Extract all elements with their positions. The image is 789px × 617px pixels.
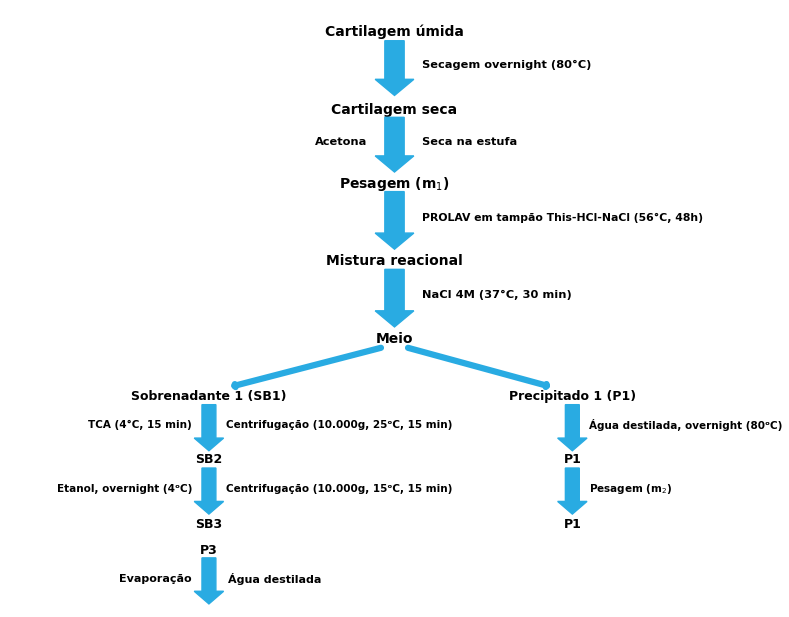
- Text: Evaporação: Evaporação: [119, 574, 192, 584]
- Text: Meio: Meio: [376, 332, 413, 346]
- Text: Seca na estufa: Seca na estufa: [421, 137, 517, 147]
- Text: PROLAV em tampão This-HCl-NaCl (56°C, 48h): PROLAV em tampão This-HCl-NaCl (56°C, 48…: [421, 212, 702, 223]
- Text: TCA (4°C, 15 min): TCA (4°C, 15 min): [88, 420, 192, 431]
- Polygon shape: [375, 117, 413, 172]
- Text: P3: P3: [200, 544, 218, 557]
- Text: Centrifugação (10.000g, 15ᵒC, 15 min): Centrifugação (10.000g, 15ᵒC, 15 min): [226, 484, 452, 494]
- Polygon shape: [194, 558, 223, 604]
- Text: Pesagem (m$_2$): Pesagem (m$_2$): [589, 482, 672, 495]
- Text: Sobrenadante 1 (SB1): Sobrenadante 1 (SB1): [131, 390, 286, 403]
- Text: Água destilada: Água destilada: [228, 573, 322, 584]
- Text: Pesagem (m$_1$): Pesagem (m$_1$): [339, 175, 450, 193]
- Text: Acetona: Acetona: [315, 137, 368, 147]
- Polygon shape: [194, 468, 223, 514]
- Text: NaCl 4M (37°C, 30 min): NaCl 4M (37°C, 30 min): [421, 290, 571, 300]
- Text: Água destilada, overnight (80ᵒC): Água destilada, overnight (80ᵒC): [589, 420, 783, 431]
- Polygon shape: [194, 405, 223, 451]
- Text: Secagem overnight (80°C): Secagem overnight (80°C): [421, 60, 591, 70]
- Text: SB3: SB3: [196, 518, 222, 531]
- Text: Precipitado 1 (P1): Precipitado 1 (P1): [509, 390, 636, 403]
- Polygon shape: [375, 192, 413, 249]
- Text: Cartilagem úmida: Cartilagem úmida: [325, 25, 464, 39]
- Text: P1: P1: [563, 453, 581, 466]
- Text: P1: P1: [563, 518, 581, 531]
- Polygon shape: [558, 405, 587, 451]
- Text: Etanol, overnight (4ᵒC): Etanol, overnight (4ᵒC): [57, 484, 192, 494]
- Text: SB2: SB2: [196, 453, 222, 466]
- Text: Mistura reacional: Mistura reacional: [326, 254, 463, 268]
- Text: Centrifugação (10.000g, 25ᵒC, 15 min): Centrifugação (10.000g, 25ᵒC, 15 min): [226, 420, 452, 431]
- Polygon shape: [375, 270, 413, 327]
- Polygon shape: [558, 468, 587, 514]
- Polygon shape: [375, 41, 413, 96]
- Text: Cartilagem seca: Cartilagem seca: [331, 103, 458, 117]
